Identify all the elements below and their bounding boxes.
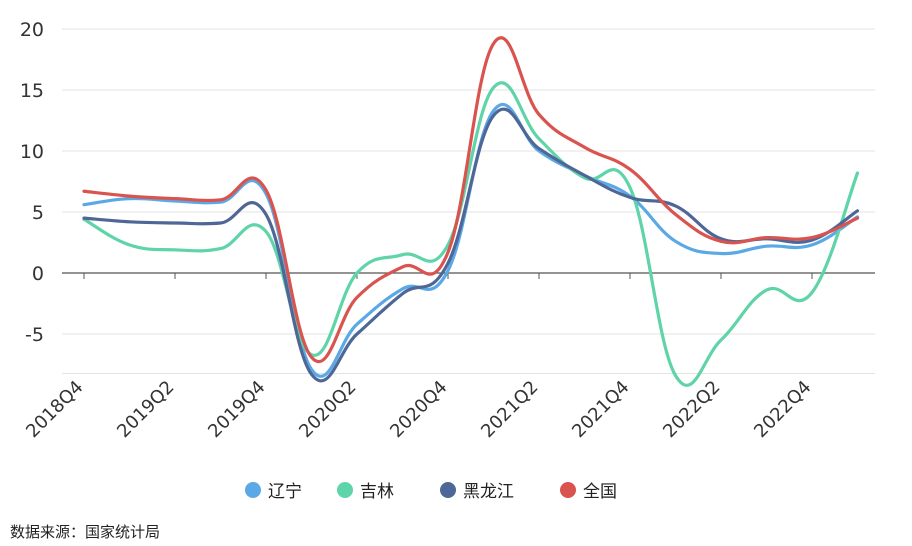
x-tick-label: 2018Q4: [22, 377, 87, 442]
x-tick-label: 2020Q2: [295, 377, 360, 442]
legend-marker: [560, 482, 576, 498]
series-line-2: [82, 81, 860, 387]
x-tick-label: 2019Q2: [113, 377, 178, 442]
legend-item-1[interactable]: 辽宁: [245, 482, 302, 502]
legend-label: 黑龙江: [463, 482, 514, 502]
legend-label: 全国: [583, 482, 617, 502]
legend-label: 辽宁: [268, 482, 302, 502]
series-line-1: [82, 102, 860, 378]
y-tick-labels: 20 15 10 5 0 -5: [20, 19, 44, 346]
source-note: 数据来源：国家统计局: [10, 523, 161, 541]
legend-item-4[interactable]: 全国: [560, 482, 617, 502]
x-tick-label: 2021Q4: [568, 377, 633, 442]
legend-marker: [245, 482, 261, 498]
legend-marker: [440, 482, 456, 498]
x-tick-labels: 2018Q4 2019Q2 2019Q4 2020Q2 2020Q4 2021Q2 2021…: [22, 377, 815, 442]
legend[interactable]: 辽宁 吉林 黑龙江 全国: [245, 482, 617, 502]
legend-label: 吉林: [360, 482, 394, 502]
y-tick-label: 20: [20, 19, 44, 41]
x-tick-label: 2022Q2: [659, 377, 724, 442]
legend-item-2[interactable]: 吉林: [337, 482, 394, 502]
series-lines: [82, 36, 860, 387]
legend-marker: [337, 482, 353, 498]
x-tick-label: 2021Q2: [477, 377, 542, 442]
legend-item-3[interactable]: 黑龙江: [440, 482, 514, 502]
y-tick-label: 5: [32, 202, 44, 224]
x-tick-label: 2022Q4: [750, 377, 815, 442]
y-tick-label: 0: [32, 263, 44, 285]
y-tick-label: 15: [20, 80, 44, 102]
y-tick-label: -5: [25, 324, 44, 346]
x-tick-label: 2019Q4: [204, 377, 269, 442]
x-tick-label: 2020Q4: [386, 377, 451, 442]
y-tick-label: 10: [20, 141, 44, 163]
x-axis: [62, 272, 875, 279]
series-line-4: [82, 36, 860, 363]
series-line-3: [82, 107, 860, 383]
